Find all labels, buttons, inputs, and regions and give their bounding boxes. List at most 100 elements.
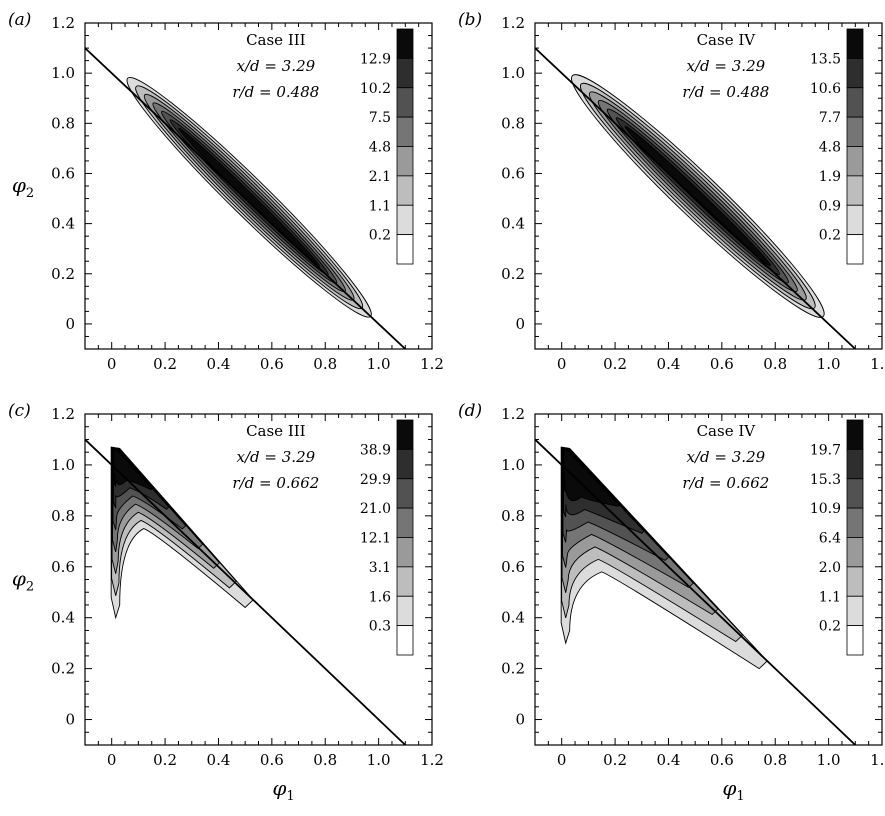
y-axis-title: φ2: [12, 173, 34, 201]
panel-tag: (d): [458, 401, 482, 421]
colorbar-label: 21.0: [360, 501, 391, 517]
y-tick-label: 0.8: [51, 114, 75, 132]
position-r-label: r/d = 0.662: [682, 474, 769, 492]
position-x-label: x/d = 3.29: [687, 448, 766, 466]
y-tick-label: 0.4: [501, 609, 525, 627]
reference-line: [535, 438, 856, 745]
position-x-label: x/d = 3.29: [237, 448, 316, 466]
colorbar-swatch: [846, 507, 864, 538]
y-tick-label: 0: [65, 711, 75, 729]
panel-tag: (c): [8, 401, 31, 421]
y-tick-label: 0.2: [501, 265, 525, 283]
y-tick-label: 0.6: [51, 164, 75, 182]
colorbar-swatch: [846, 478, 864, 509]
x-tick-label: 0: [107, 355, 117, 373]
y-tick-label: 1.0: [51, 456, 75, 474]
x-tick-label: 0.4: [207, 355, 231, 373]
colorbar-swatch: [396, 478, 414, 509]
colorbar-label: 1.1: [819, 589, 841, 605]
contour-level-7: [624, 125, 772, 267]
case-label: Case IV: [697, 422, 757, 440]
panel-b: 0 0.2 0.4 0.6 0.8 1.0 1.2 0 0.2 0.4 0.6 0.8 1.0 1.2 (b…: [458, 10, 885, 373]
case-label: Case III: [246, 422, 306, 440]
y-tick-label: 1.0: [501, 64, 525, 82]
y-tick-label: 0.8: [51, 507, 75, 525]
x-tick-label: 0: [107, 751, 117, 769]
colorbar-label: 7.5: [369, 110, 391, 126]
x-tick-label: 1.0: [817, 751, 841, 769]
y-tick-label: 1.2: [51, 14, 75, 32]
y-tick-label: 0.8: [501, 507, 525, 525]
reference-line: [85, 438, 406, 745]
y-axis-title: φ2: [12, 567, 34, 595]
colorbar-swatch: [846, 595, 864, 627]
colorbar-swatch: [846, 28, 864, 59]
colorbar-swatch: [846, 625, 864, 656]
colorbar-swatch: [396, 57, 414, 89]
position-r-label: r/d = 0.488: [232, 83, 319, 101]
contour-level-7: [178, 127, 321, 267]
y-tick-label: 1.0: [501, 456, 525, 474]
y-tick-label: 1.2: [51, 405, 75, 423]
colorbar-label: 0.9: [819, 198, 841, 214]
y-tick-label: 0.6: [501, 558, 525, 576]
colorbar-label: 1.9: [819, 169, 841, 185]
x-axis-title: φ1: [722, 776, 744, 804]
case-label: Case III: [246, 31, 306, 49]
colorbar-swatch: [846, 175, 864, 206]
colorbar-swatch: [846, 87, 864, 118]
x-tick-label: 0: [557, 355, 567, 373]
y-tick-label: 0: [515, 315, 525, 333]
x-tick-label: 0.4: [657, 751, 681, 769]
colorbar-swatch: [396, 537, 414, 568]
x-tick-label: 0.8: [313, 751, 337, 769]
colorbar-swatch: [396, 87, 414, 118]
colorbar-label: 1.1: [369, 198, 391, 214]
colorbar-label: 2.1: [369, 169, 391, 185]
colorbar-label: 2.0: [819, 560, 841, 576]
y-tick-label: 0.6: [501, 164, 525, 182]
y-tick-label: 0.2: [51, 660, 75, 678]
x-tick-label: 0.8: [763, 355, 787, 373]
colorbar-swatch: [846, 146, 864, 177]
x-tick-label: 1.2: [420, 751, 444, 769]
x-tick-label: 1.2: [870, 751, 885, 769]
plot-area: [535, 438, 856, 745]
colorbar-swatch: [396, 175, 414, 206]
case-label: Case IV: [697, 31, 757, 49]
reference-line: [535, 47, 856, 349]
x-tick-label: 0.6: [260, 751, 284, 769]
contour-level-7: [563, 447, 621, 507]
colorbar-swatch: [846, 116, 864, 147]
position-r-label: r/d = 0.662: [232, 474, 319, 492]
colorbar-swatch: [396, 507, 414, 538]
colorbar-swatch: [396, 448, 414, 480]
colorbar-swatch: [396, 566, 414, 597]
colorbar-swatch: [396, 419, 414, 450]
colorbar-swatch: [846, 537, 864, 568]
panel-c: 0 0.2 0.4 0.6 0.8 1.0 1.2 0 0.2 0.4 0.6 0.8 1.0 1.2 (c…: [8, 401, 444, 804]
panel-tag: (a): [8, 10, 31, 30]
x-tick-label: 0.2: [153, 355, 177, 373]
colorbar-label: 19.7: [810, 442, 841, 458]
x-axis-title: φ1: [272, 776, 294, 804]
reference-line: [85, 47, 406, 349]
y-tick-label: 0.8: [501, 114, 525, 132]
x-tick-label: 0.6: [710, 751, 734, 769]
x-tick-label: 1.2: [420, 355, 444, 373]
colorbar-label: 10.9: [810, 501, 841, 517]
x-tick-label: 0.2: [153, 751, 177, 769]
panel-tag: (b): [458, 10, 482, 30]
y-tick-label: 0.4: [51, 215, 75, 233]
x-tick-label: 0.8: [313, 355, 337, 373]
colorbar-label: 3.1: [369, 560, 391, 576]
y-tick-label: 0.4: [51, 609, 75, 627]
colorbar-label: 12.1: [360, 531, 391, 547]
colorbar-label: 38.9: [360, 442, 391, 458]
colorbar-label: 0.2: [819, 228, 841, 244]
colorbar-swatch: [396, 116, 414, 147]
x-tick-label: 0.8: [763, 751, 787, 769]
colorbar-swatch: [846, 419, 864, 450]
y-tick-label: 0.6: [51, 558, 75, 576]
plot-area: [85, 438, 406, 745]
